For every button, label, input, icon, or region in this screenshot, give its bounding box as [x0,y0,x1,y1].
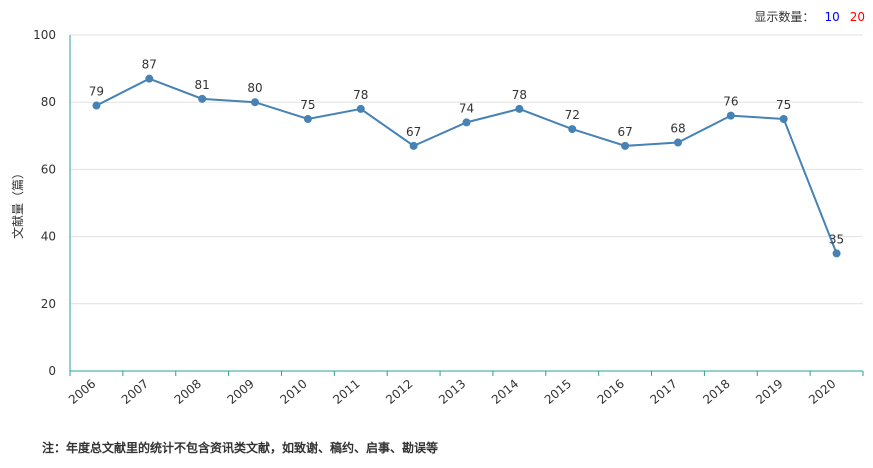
data-label-2012: 67 [406,125,421,139]
data-point-2020 [832,249,841,258]
data-label-2017: 68 [670,122,685,136]
x-tick-label-2011: 2011 [330,377,362,407]
data-point-2016 [621,141,630,150]
data-label-2018: 76 [723,95,738,109]
y-tick-label-20: 20 [41,297,56,311]
y-tick-label-0: 0 [48,364,56,378]
data-label-2020: 35 [829,232,844,246]
data-point-2015 [568,125,577,134]
footnote: 注：年度总文献里的统计不包含资讯类文献，如致谢、稿约、启事、勘误等 [42,441,439,455]
data-point-2012 [409,141,418,150]
data-label-2019: 75 [776,98,791,112]
data-point-2013 [462,118,471,127]
y-tick-label-60: 60 [41,162,56,176]
data-point-2017 [673,138,682,147]
x-tick-label-2013: 2013 [436,377,468,407]
data-point-2014 [515,104,524,113]
data-label-2015: 72 [565,108,580,122]
y-tick-label-100: 100 [33,28,56,42]
display-count-option-10[interactable]: 10 [824,9,840,24]
data-point-2008 [198,94,207,103]
x-tick-label-2015: 2015 [542,377,574,407]
x-tick-label-2014: 2014 [489,377,521,407]
x-tick-label-2020: 2020 [806,377,838,407]
data-label-2009: 80 [247,81,262,95]
x-tick-label-2017: 2017 [647,377,679,407]
data-point-2011 [356,104,365,113]
y-tick-label-80: 80 [41,95,56,109]
data-label-2013: 74 [459,101,474,115]
data-point-2009 [251,98,260,107]
x-tick-label-2007: 2007 [119,377,151,407]
x-tick-label-2016: 2016 [595,377,627,407]
x-tick-label-2018: 2018 [700,377,732,407]
x-tick-label-2010: 2010 [277,377,309,407]
data-point-2018 [726,111,735,120]
line-chart: 0 20 40 60 80 100 2006 2007 2008 2009 2010 2011 2012… [10,28,864,407]
y-tick-label-40: 40 [41,230,56,244]
x-tick-label-2006: 2006 [66,377,98,407]
data-label-2016: 67 [617,125,632,139]
y-axis-title: 文献量（篇） [10,167,25,239]
data-label-2010: 75 [300,98,315,112]
data-point-2007 [145,74,154,83]
display-count-control: 显示数量： 10 20 [754,8,865,25]
display-count-option-20[interactable]: 20 [849,9,865,24]
display-count-label: 显示数量： [754,10,815,24]
data-point-2019 [779,115,788,123]
data-label-2006: 79 [89,85,104,99]
x-tick-label-2012: 2012 [383,377,415,407]
data-label-2011: 78 [353,88,368,102]
data-label-2008: 81 [195,78,210,92]
data-point-2010 [303,115,312,123]
x-tick-label-2008: 2008 [172,377,204,407]
data-point-2006 [92,101,101,110]
data-label-2007: 87 [142,58,157,72]
data-label-2014: 78 [512,88,527,102]
x-tick-label-2019: 2019 [753,377,785,407]
x-tick-label-2009: 2009 [225,377,257,407]
